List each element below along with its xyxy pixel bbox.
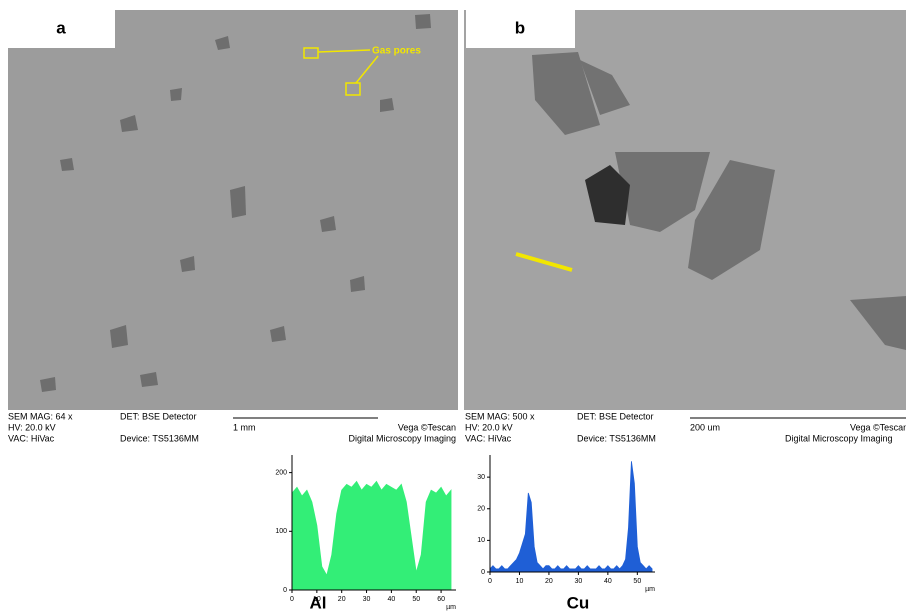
x-tick-label: 50: [412, 596, 420, 603]
x-tick-label: 60: [437, 596, 445, 603]
annotation: Gas pores: [372, 46, 421, 57]
y-tick-label: 0: [481, 569, 485, 576]
info-text: DET: BSE Detector: [120, 411, 197, 421]
y-tick-label: 20: [477, 506, 485, 513]
y-tick-label: 200: [275, 469, 287, 476]
arrow: [515, 252, 573, 272]
panel-label: a: [56, 18, 66, 37]
info-text: 200 um: [690, 422, 720, 432]
line-scan: [291, 480, 452, 591]
x-tick-label: 0: [290, 596, 294, 603]
label-box: [8, 10, 115, 48]
x-tick-label: 40: [387, 596, 395, 603]
info-text: Device: TS5136MM: [577, 433, 656, 443]
info-text: Vega ©Tescan: [398, 422, 456, 432]
x-tick-label: 20: [338, 596, 346, 603]
x-tick-label: 10: [313, 596, 321, 603]
figure-body: a Gas pores b SEM MAG: 64 x HV: 20.0 kV …: [8, 10, 906, 443]
chart-title: Cu: [567, 593, 590, 611]
x-tick-label: 30: [363, 596, 371, 603]
y-tick-label: 10: [477, 537, 485, 544]
y-tick-label: 30: [477, 474, 485, 481]
x-axis-label: µm: [645, 586, 655, 593]
x-tick-label: 40: [604, 578, 612, 585]
chart-title: Al: [310, 593, 327, 611]
y-tick-label: 0: [283, 587, 287, 594]
info-text: VAC: HiVac: [8, 433, 55, 443]
info-text: Vega ©Tescan: [850, 422, 906, 432]
line-scan: [489, 461, 653, 573]
info-a: SEM MAG: 64 x HV: 20.0 kV VAC: HiVac DET…: [8, 411, 456, 443]
x-tick-label: 30: [574, 578, 582, 585]
info-text: Device: TS5136MM: [120, 433, 199, 443]
info-text: HV: 20.0 kV: [8, 422, 56, 432]
info-text: Digital Microscopy Imaging: [348, 433, 456, 443]
x-tick-label: 10: [516, 578, 524, 585]
cavity: [585, 165, 630, 225]
info-text: SEM MAG: 500 x: [465, 411, 535, 421]
info-text: Digital Microscopy Imaging: [785, 433, 893, 443]
label-box: [466, 10, 575, 48]
x-tick-label: 50: [633, 578, 641, 585]
info-text: DET: BSE Detector: [577, 411, 654, 421]
y-tick-label: 100: [275, 528, 287, 535]
pore-markers: [303, 47, 379, 96]
info-b: SEM MAG: 500 x HV: 20.0 kV VAC: HiVac DE…: [465, 411, 906, 443]
info-text: VAC: HiVac: [465, 433, 512, 443]
particles-a: [40, 14, 431, 392]
info-text: 1 mm: [233, 422, 256, 432]
x-axis-label: µm: [446, 604, 456, 611]
panel-label: b: [515, 18, 525, 37]
info-text: SEM MAG: 64 x: [8, 411, 73, 421]
x-tick-label: 0: [488, 578, 492, 585]
x-tick-label: 20: [545, 578, 553, 585]
particles-b: [532, 52, 906, 350]
info-text: HV: 20.0 kV: [465, 422, 513, 432]
